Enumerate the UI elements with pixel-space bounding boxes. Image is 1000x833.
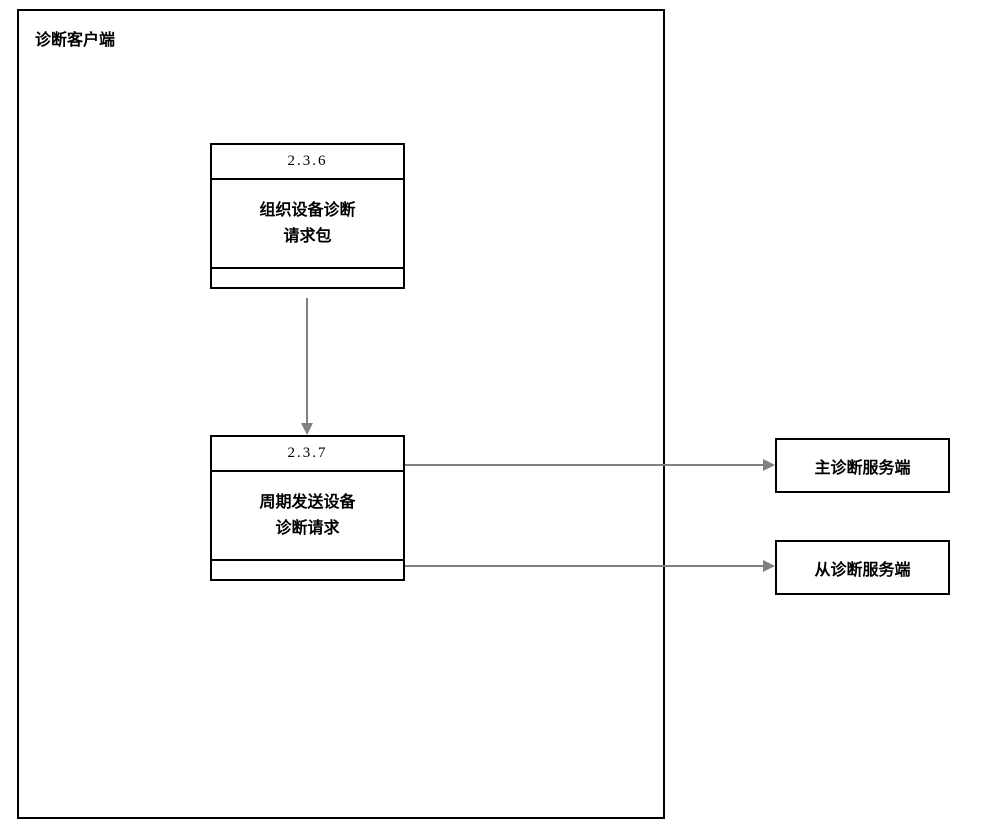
process-header: 2.3.6 [212,145,403,180]
sub-server-label: 从诊断服务端 [814,556,910,580]
process-footer [212,561,403,579]
arrow-right-line [405,464,763,466]
arrow-right-line [405,565,763,567]
process-body-line: 组织设备诊断 [220,198,395,224]
process-body: 周期发送设备 诊断请求 [212,472,403,561]
process-body-line: 诊断请求 [220,516,395,542]
process-node-237: 2.3.7 周期发送设备 诊断请求 [210,435,405,581]
client-container-label: 诊断客户端 [35,26,115,50]
process-body-line: 请求包 [220,224,395,250]
arrow-down-head [301,423,313,435]
arrow-right-head [763,560,775,572]
process-footer [212,269,403,287]
process-body-line: 周期发送设备 [220,490,395,516]
client-container [17,9,665,819]
main-server-label: 主诊断服务端 [814,454,910,478]
process-body: 组织设备诊断 请求包 [212,180,403,269]
main-server-node: 主诊断服务端 [775,438,950,493]
sub-server-node: 从诊断服务端 [775,540,950,595]
process-header: 2.3.7 [212,437,403,472]
process-node-236: 2.3.6 组织设备诊断 请求包 [210,143,405,289]
arrow-down-line [306,298,308,423]
arrow-right-head [763,459,775,471]
